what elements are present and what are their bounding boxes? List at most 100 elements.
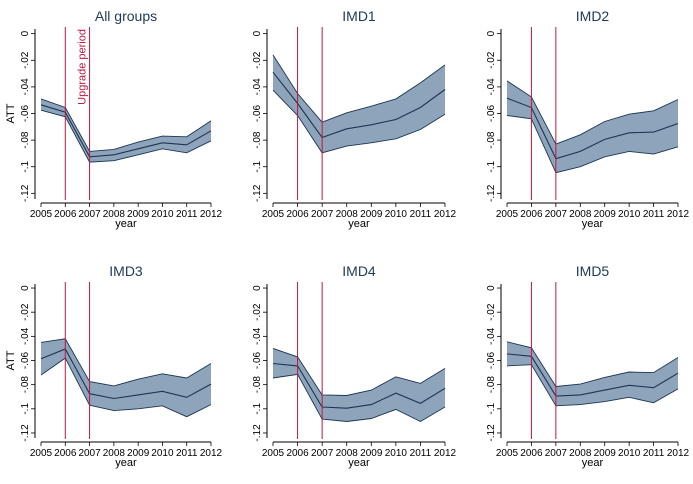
- x-tick-label: 2007: [311, 209, 334, 220]
- y-tick-label: -.02: [20, 303, 31, 321]
- panel-title: IMD2: [576, 8, 610, 24]
- x-tick-label: 2009: [594, 209, 617, 220]
- x-axis-label: year: [115, 218, 137, 230]
- x-tick-label: 2005: [30, 448, 53, 459]
- y-tick-label: -.08: [486, 376, 497, 394]
- y-tick-label: -.06: [252, 104, 263, 122]
- y-tick-label: -.04: [20, 327, 31, 345]
- y-axis-label: ATT: [5, 350, 17, 370]
- confidence-band: [41, 338, 211, 417]
- y-tick-label: 0: [20, 285, 31, 291]
- x-axis-label: year: [582, 457, 604, 469]
- y-tick-label: -.04: [486, 78, 497, 96]
- panel-title: IMD3: [109, 263, 143, 279]
- panel-title: All groups: [95, 8, 157, 24]
- x-axis-label: year: [582, 218, 604, 230]
- x-tick-label: 2006: [520, 448, 543, 459]
- x-tick-label: 2006: [286, 448, 309, 459]
- panel-5: 0 -.02 -.04 -.06 -.08 -.1 -.12 2005 2006 2007 2008…: [252, 263, 457, 469]
- x-tick-label: 2007: [545, 209, 568, 220]
- y-tick-label: 0: [486, 285, 497, 291]
- x-tick-label: 2011: [176, 448, 198, 459]
- x-tick-label: 2010: [151, 448, 174, 459]
- lower-bound-line: [272, 373, 446, 423]
- x-tick-label: 2007: [78, 448, 101, 459]
- panel-4: 0 -.02 -.04 -.06 -.08 -.1 -.12 2005 2006 2007 2008…: [5, 263, 223, 469]
- y-tick-label: -.1: [486, 403, 497, 415]
- x-tick-label: 2012: [434, 209, 457, 220]
- panel-2: 0 -.02 -.04 -.06 -.08 -.1 -.12 2005 2006 2007 2008…: [252, 8, 457, 230]
- estimate-line: [40, 348, 212, 400]
- estimate-line: [272, 71, 446, 139]
- y-tick-label: -.06: [252, 351, 263, 369]
- x-tick-label: 2006: [54, 448, 77, 459]
- x-tick-label: 2011: [176, 209, 198, 220]
- y-tick-label: -.06: [20, 104, 31, 122]
- confidence-band: [273, 54, 445, 153]
- upper-bound-line: [40, 338, 212, 387]
- y-tick-label: -.12: [252, 424, 263, 442]
- x-tick-label: 2005: [496, 209, 519, 220]
- x-tick-label: 2008: [569, 209, 592, 220]
- x-axis-label: year: [348, 457, 370, 469]
- x-tick-label: 2009: [594, 448, 617, 459]
- x-tick-label: 2010: [151, 209, 174, 220]
- y-tick-label: -.1: [252, 160, 263, 172]
- upgrade-period-annotation: Upgrade period: [77, 29, 89, 105]
- y-tick-label: -.12: [486, 424, 497, 442]
- panel-1: 0 -.02 -.04 -.06 -.08 -.1 -.12 2005 2006 2007 2008…: [5, 8, 223, 230]
- y-tick-label: -.12: [20, 184, 31, 202]
- panel-6: 0 -.02 -.04 -.06 -.08 -.1 -.12 2005 2006 2007 2008…: [486, 263, 690, 469]
- y-tick-label: -.12: [486, 184, 497, 202]
- x-tick-label: 2010: [385, 448, 408, 459]
- x-tick-label: 2012: [667, 448, 690, 459]
- x-tick-label: 2010: [618, 209, 641, 220]
- x-tick-label: 2005: [30, 209, 53, 220]
- x-tick-label: 2006: [520, 209, 543, 220]
- x-tick-label: 2006: [54, 209, 77, 220]
- x-tick-label: 2009: [127, 209, 150, 220]
- lower-bound-line: [40, 109, 212, 163]
- y-tick-label: -.08: [20, 131, 31, 149]
- x-tick-label: 2010: [618, 448, 641, 459]
- y-tick-label: -.1: [252, 403, 263, 415]
- y-tick-label: -.1: [486, 160, 497, 172]
- x-tick-label: 2009: [360, 209, 383, 220]
- y-tick-label: -.04: [252, 327, 263, 345]
- x-tick-label: 2008: [336, 448, 359, 459]
- x-tick-label: 2008: [569, 448, 592, 459]
- estimate-line: [272, 362, 446, 409]
- estimate-line: [506, 97, 679, 160]
- y-tick-label: -.06: [486, 351, 497, 369]
- y-tick-label: -.08: [252, 376, 263, 394]
- y-tick-label: -.02: [20, 51, 31, 69]
- y-tick-label: -.08: [486, 131, 497, 149]
- y-tick-label: 0: [252, 30, 263, 36]
- x-tick-label: 2012: [434, 448, 457, 459]
- y-tick-label: -.06: [20, 351, 31, 369]
- x-tick-label: 2007: [78, 209, 101, 220]
- y-tick-label: 0: [252, 285, 263, 291]
- y-tick-label: -.04: [486, 327, 497, 345]
- estimate-line: [40, 104, 212, 158]
- upper-bound-line: [272, 347, 446, 396]
- x-tick-label: 2011: [410, 209, 432, 220]
- y-tick-label: 0: [486, 30, 497, 36]
- confidence-band: [273, 348, 445, 422]
- x-tick-label: 2005: [262, 209, 285, 220]
- confidence-band: [507, 80, 678, 173]
- y-tick-label: -.12: [252, 184, 263, 202]
- x-tick-label: 2008: [336, 209, 359, 220]
- x-tick-label: 2007: [311, 448, 334, 459]
- x-tick-label: 2009: [127, 448, 150, 459]
- x-tick-label: 2008: [103, 448, 126, 459]
- y-tick-label: -.08: [20, 376, 31, 394]
- y-tick-label: 0: [20, 30, 31, 36]
- upper-bound-line: [40, 98, 212, 152]
- upper-bound-line: [506, 80, 679, 145]
- x-tick-label: 2012: [200, 209, 223, 220]
- panel-title: IMD1: [342, 8, 376, 24]
- x-tick-label: 2011: [643, 448, 665, 459]
- y-tick-label: -.02: [252, 303, 263, 321]
